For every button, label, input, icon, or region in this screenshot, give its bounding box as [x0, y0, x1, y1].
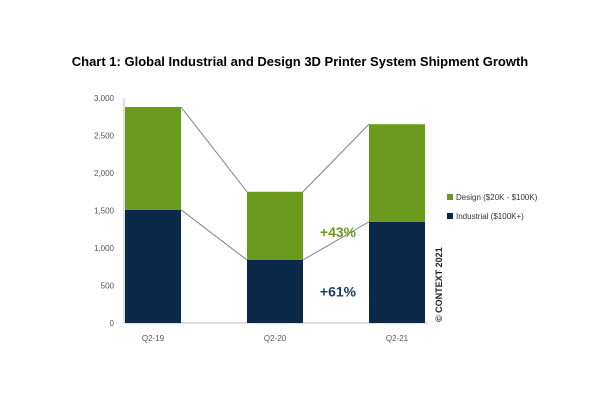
bar-design-q2-21: [369, 124, 425, 222]
legend-swatch: [447, 194, 453, 200]
x-tick-label: Q2-19: [142, 334, 165, 343]
y-tick-label: 1,000: [94, 244, 115, 253]
y-tick-label: 0: [110, 319, 115, 328]
legend: Design ($20K - $100K) Industrial ($100K+): [447, 193, 538, 221]
y-axis-ticks: 0 500 1,000 1,500 2,000 2,500 3,000: [94, 94, 115, 328]
connector-lines: [180, 106, 370, 261]
x-axis-ticks: Q2-19 Q2-20 Q2-21: [142, 334, 409, 343]
y-tick-label: 3,000: [94, 94, 115, 103]
industrial-growth-annotation: +61%: [320, 284, 357, 300]
chart-title: Chart 1: Global Industrial and Design 3D…: [71, 54, 529, 69]
industrial-connector-line: [180, 209, 248, 261]
y-tick-label: 1,500: [94, 207, 115, 216]
bar-design-q2-20: [247, 191, 303, 260]
annotations: +43% +61%: [320, 224, 357, 300]
total-connector-line: [180, 106, 248, 193]
industrial-connector-line: [302, 221, 370, 261]
y-tick-label: 500: [101, 282, 115, 291]
total-connector-line: [302, 123, 370, 193]
y-tick-label: 2,000: [94, 169, 115, 178]
bar-industrial-q2-21: [369, 221, 425, 323]
bar-industrial-q2-19: [125, 209, 181, 323]
y-tick-label: 2,500: [94, 132, 115, 141]
x-tick-label: Q2-21: [386, 334, 409, 343]
bar-design-q2-19: [125, 107, 181, 210]
legend-label: Design ($20K - $100K): [456, 193, 538, 202]
legend-label: Industrial ($100K+): [456, 212, 524, 221]
design-growth-annotation: +43%: [320, 224, 357, 240]
legend-swatch: [447, 213, 453, 219]
bar-industrial-q2-20: [247, 260, 303, 323]
x-tick-label: Q2-20: [264, 334, 287, 343]
copyright-text: © CONTEXT 2021: [434, 247, 444, 322]
bars: [125, 107, 425, 323]
